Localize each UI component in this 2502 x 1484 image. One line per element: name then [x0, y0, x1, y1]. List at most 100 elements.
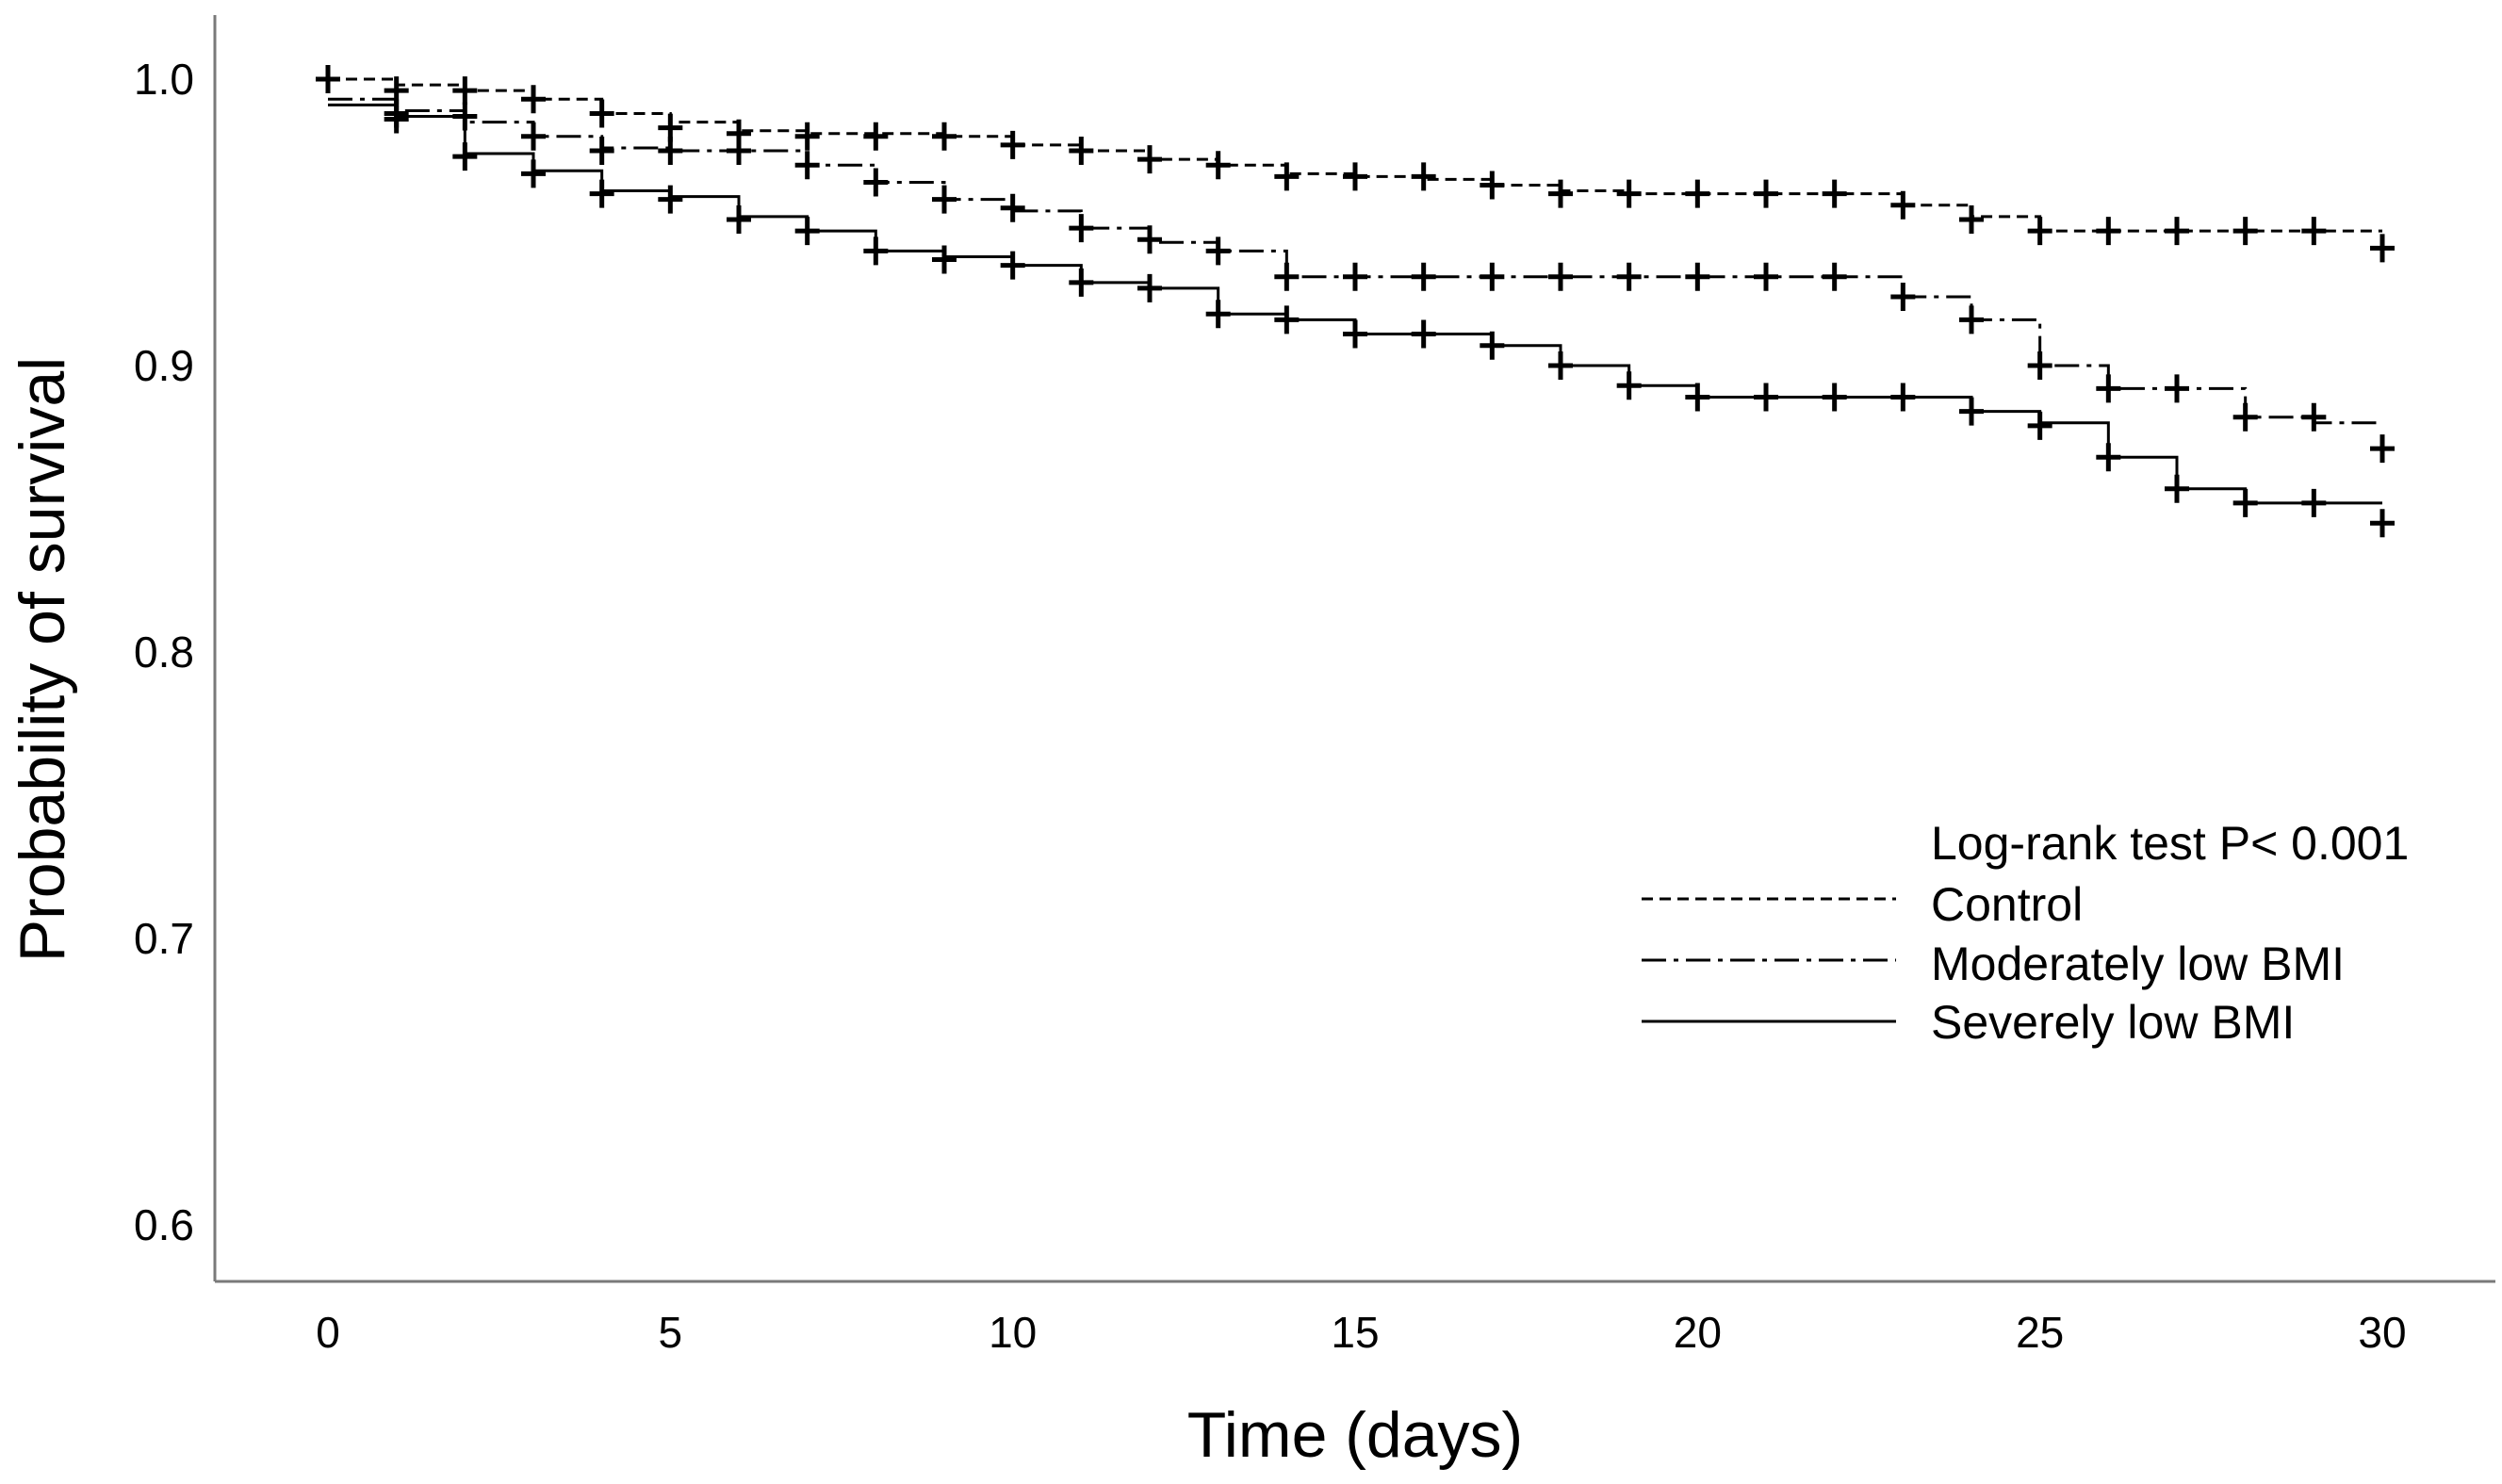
y-tick-labels: 0.6 0.7 0.8 0.9 1.0 — [134, 55, 194, 1249]
censor-marker — [1411, 262, 1436, 291]
censor-markers-severely-low-bmi — [316, 65, 2395, 538]
censor-marker — [1069, 214, 1094, 243]
series-line-moderately-low-bmi — [328, 97, 2382, 425]
axes — [213, 15, 2495, 1283]
censor-marker — [521, 85, 546, 114]
censor-marker — [2370, 234, 2395, 263]
series-line-control — [328, 77, 2382, 233]
censor-marker — [1343, 319, 1367, 349]
censor-marker — [1685, 179, 1710, 208]
censor-marker — [1137, 225, 1162, 254]
censor-marker — [384, 105, 409, 134]
legend-label-control: Control — [1931, 878, 2083, 931]
censor-marker — [2027, 411, 2052, 440]
censor-marker — [1137, 145, 1162, 174]
censor-marker — [1822, 262, 1847, 291]
censor-marker — [932, 185, 957, 214]
censor-marker — [2301, 217, 2327, 246]
x-tick-label: 5 — [659, 1308, 683, 1357]
censor-marker — [1205, 151, 1231, 180]
plot-area — [316, 65, 2395, 538]
censor-marker — [1274, 305, 1300, 334]
censor-marker — [932, 122, 957, 151]
censor-marker — [1754, 383, 1778, 412]
censor-marker — [2165, 217, 2189, 246]
censor-marker — [1616, 179, 1642, 208]
censor-marker — [1685, 383, 1710, 412]
censor-marker — [863, 168, 889, 197]
censor-marker — [452, 142, 478, 171]
censor-marker — [1411, 319, 1436, 349]
log-rank-annotation: Log-rank test P< 0.001 — [1931, 817, 2409, 870]
censor-marker — [794, 122, 820, 151]
censor-marker — [1959, 305, 1984, 334]
censor-marker — [1069, 268, 1094, 297]
legend-label-severely-low-bmi: Severely low BMI — [1931, 996, 2295, 1049]
censor-marker — [1548, 351, 1573, 380]
censor-marker — [1822, 383, 1847, 412]
censor-marker — [1205, 236, 1231, 266]
y-axis-title: Probability of survival — [7, 357, 78, 962]
censor-marker — [316, 65, 340, 93]
x-tick-label: 25 — [2016, 1308, 2064, 1357]
y-tick-label: 0.7 — [134, 914, 194, 963]
legend-label-moderately-low-bmi: Moderately low BMI — [1931, 938, 2345, 990]
censor-marker — [794, 217, 820, 246]
censor-marker — [2301, 488, 2327, 517]
censor-marker — [2370, 509, 2395, 538]
y-tick-label: 0.8 — [134, 628, 194, 677]
censor-marker — [1274, 162, 1300, 191]
censor-marker — [2232, 488, 2258, 517]
x-tick-label: 20 — [1674, 1308, 1722, 1357]
x-tick-label: 10 — [989, 1308, 1037, 1357]
censor-marker — [1343, 162, 1367, 191]
censor-marker — [1548, 262, 1573, 291]
censor-marker — [1890, 283, 1916, 312]
censor-marker — [727, 204, 751, 234]
censor-marker — [2165, 374, 2189, 403]
censor-marker — [2232, 402, 2258, 432]
censor-marker — [2096, 443, 2121, 472]
censor-marker — [1685, 262, 1710, 291]
censor-marker — [1205, 300, 1231, 329]
censor-marker — [589, 99, 614, 128]
legend: Log-rank test P< 0.001 Control Moderatel… — [1642, 817, 2409, 1049]
censor-marker — [1616, 262, 1642, 291]
censor-marker — [452, 76, 478, 106]
censor-marker — [1480, 171, 1505, 200]
censor-marker — [1822, 179, 1847, 208]
censor-marker — [1069, 137, 1094, 165]
censor-marker — [589, 137, 614, 165]
censor-marker — [1548, 179, 1573, 208]
censor-marker — [1890, 190, 1916, 220]
censor-marker — [1480, 262, 1505, 291]
censor-marker — [1890, 383, 1916, 412]
censor-marker — [2301, 402, 2327, 432]
x-tick-label: 0 — [316, 1308, 340, 1357]
y-tick-label: 0.6 — [134, 1200, 194, 1249]
x-tick-label: 30 — [2358, 1308, 2406, 1357]
censor-marker — [521, 159, 546, 188]
censor-marker — [1411, 162, 1436, 191]
censor-marker — [863, 236, 889, 266]
censor-marker — [1137, 273, 1162, 302]
censor-marker — [2232, 217, 2258, 246]
censor-marker — [2096, 374, 2121, 403]
censor-marker — [1000, 193, 1025, 222]
censor-marker — [1000, 251, 1025, 280]
censor-markers-control — [316, 65, 2395, 263]
y-tick-label: 1.0 — [134, 55, 194, 104]
x-tick-label: 15 — [1331, 1308, 1379, 1357]
censor-marker — [1480, 331, 1505, 360]
censor-marker — [2027, 217, 2052, 246]
censor-marker — [2096, 217, 2121, 246]
censor-marker — [1000, 130, 1025, 159]
x-axis-title: Time (days) — [1187, 1399, 1523, 1471]
censor-marker — [521, 122, 546, 151]
censor-marker — [1754, 262, 1778, 291]
censor-marker — [1343, 262, 1367, 291]
censor-marker — [1754, 179, 1778, 208]
censor-marker — [2027, 351, 2052, 380]
